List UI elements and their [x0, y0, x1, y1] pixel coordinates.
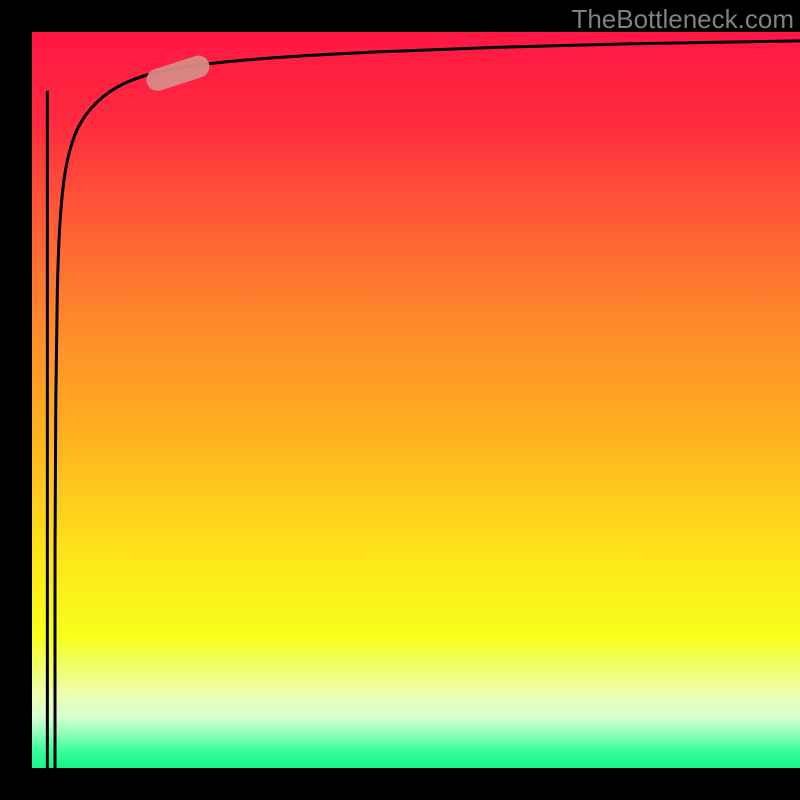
chart-container: TheBottleneck.com [0, 0, 800, 800]
axis-bottom [0, 768, 800, 800]
plot-area [32, 32, 800, 768]
watermark-text: TheBottleneck.com [571, 4, 794, 35]
axis-left [0, 0, 32, 800]
gradient-background [32, 32, 800, 768]
